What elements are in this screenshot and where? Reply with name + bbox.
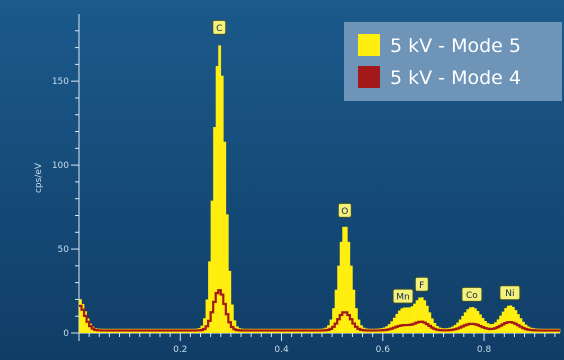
y-tick-label: 0 bbox=[63, 329, 69, 339]
spectrum-bar bbox=[334, 289, 338, 333]
x-tick-label: 0.6 bbox=[376, 345, 391, 355]
spectrum-bar bbox=[425, 305, 429, 333]
spectrum-bar bbox=[344, 226, 348, 333]
spectrum-bar bbox=[476, 310, 480, 333]
spectrum-bar bbox=[403, 307, 406, 333]
peak-label-box bbox=[499, 285, 521, 301]
legend-label-mode-5: 5 kV - Mode 5 bbox=[390, 35, 521, 57]
spectrum-bar bbox=[337, 265, 341, 333]
spectrum-bar bbox=[230, 304, 234, 333]
spectrum-bar bbox=[395, 313, 399, 333]
spectrum-bar bbox=[504, 308, 508, 333]
peak-label-mn: Mn bbox=[396, 293, 409, 303]
x-tick-label: 0.4 bbox=[274, 345, 289, 355]
spectrum-bar bbox=[349, 265, 353, 333]
legend: 5 kV - Mode 5 5 kV - Mode 4 bbox=[344, 22, 562, 101]
legend-box bbox=[344, 22, 562, 101]
y-tick-label: 150 bbox=[52, 77, 69, 87]
spectrum-bar bbox=[233, 320, 237, 333]
peak-labels: C O Mn F Co Ni bbox=[212, 19, 521, 304]
spectrum-bar bbox=[223, 141, 227, 333]
spectrum-bar bbox=[405, 307, 409, 333]
spectrum-bar bbox=[354, 308, 358, 333]
y-axis-label: cps/eV bbox=[34, 162, 44, 193]
y-tick-label: 100 bbox=[52, 161, 69, 171]
spectrum-bar bbox=[220, 75, 224, 334]
peak-label-f: F bbox=[419, 281, 424, 291]
spectrum-bar bbox=[415, 300, 419, 333]
spectrum-bar bbox=[473, 308, 477, 333]
spectrum-bar bbox=[218, 45, 222, 334]
legend-label-mode-4: 5 kV - Mode 4 bbox=[390, 67, 521, 89]
spectrum-bar bbox=[91, 326, 95, 333]
spectrum-bar bbox=[397, 310, 401, 333]
spectrum-bar bbox=[506, 305, 510, 333]
legend-swatch-mode-4 bbox=[358, 66, 380, 88]
spectrum-bar bbox=[215, 65, 219, 333]
spectrum-bar bbox=[461, 315, 465, 333]
spectrum-bar bbox=[499, 315, 503, 333]
spectrum-bar bbox=[481, 317, 485, 333]
x-tick-label: 0.2 bbox=[173, 345, 187, 355]
spectrum-bar bbox=[413, 303, 416, 333]
spectrum-bar bbox=[408, 307, 411, 333]
spectrum-bar bbox=[208, 261, 211, 333]
spectrum-bar bbox=[352, 289, 356, 333]
spectrum-bar bbox=[339, 241, 343, 333]
peak-label-box bbox=[212, 19, 227, 35]
peak-label-ni: Ni bbox=[505, 289, 514, 299]
spectrum-bar bbox=[420, 297, 424, 333]
spectrum-bar bbox=[514, 310, 518, 333]
spectrum-bar bbox=[86, 318, 90, 333]
spectrum-bar bbox=[410, 306, 414, 333]
spectrum-bar bbox=[81, 303, 85, 333]
peak-label-c: C bbox=[216, 24, 222, 34]
spectrum-bar bbox=[418, 297, 422, 333]
spectrum-bar bbox=[89, 323, 92, 333]
y-tick-label: 50 bbox=[58, 245, 70, 255]
spectrum-bar bbox=[458, 319, 462, 333]
peak-label-co: Co bbox=[466, 291, 478, 301]
peak-label-box bbox=[392, 288, 414, 304]
peak-label-box bbox=[337, 202, 352, 218]
spectrum-bar bbox=[430, 318, 434, 333]
spectrum-bar bbox=[478, 314, 482, 333]
spectrum-bar bbox=[205, 299, 209, 333]
spectrum-bar bbox=[390, 321, 394, 333]
peak-label-o: O bbox=[341, 207, 348, 217]
y-axis: 0 50 100 150 bbox=[52, 14, 80, 339]
spectrum-bar bbox=[468, 307, 472, 333]
spectrum-bar bbox=[471, 307, 475, 333]
spectrum-bar bbox=[225, 214, 229, 333]
series-mode-4 bbox=[79, 289, 560, 332]
legend-swatch-mode-5 bbox=[358, 34, 380, 56]
spectrum-bar bbox=[213, 127, 217, 333]
spectrum-bar bbox=[509, 305, 513, 333]
spectrum-bar bbox=[516, 314, 520, 333]
spectrum-bar bbox=[79, 299, 82, 333]
spectrum-bar bbox=[84, 311, 87, 333]
spectrum-bar bbox=[392, 317, 396, 333]
spectrum-bar bbox=[400, 308, 404, 333]
spectrum-bar bbox=[210, 200, 214, 333]
spectrum-bar bbox=[357, 319, 361, 333]
spectrum-bar bbox=[203, 318, 206, 333]
spectrum-line bbox=[79, 289, 560, 332]
spectrum-bar bbox=[329, 319, 333, 333]
spectrum-bar bbox=[511, 306, 515, 333]
x-tick-label: 0.8 bbox=[477, 345, 492, 355]
spectrum-bar bbox=[463, 312, 467, 333]
spectrum-bar bbox=[228, 270, 232, 333]
spectrum-bar bbox=[423, 300, 427, 333]
peak-label-box bbox=[414, 276, 429, 292]
spectrum-bar bbox=[501, 311, 505, 333]
spectrum-bar bbox=[332, 308, 335, 333]
spectrum-bar bbox=[428, 312, 432, 333]
spectrum-bar bbox=[466, 309, 470, 333]
spectrum-bar bbox=[342, 226, 346, 333]
spectrum-bar bbox=[347, 241, 351, 333]
peak-label-box bbox=[461, 286, 483, 302]
